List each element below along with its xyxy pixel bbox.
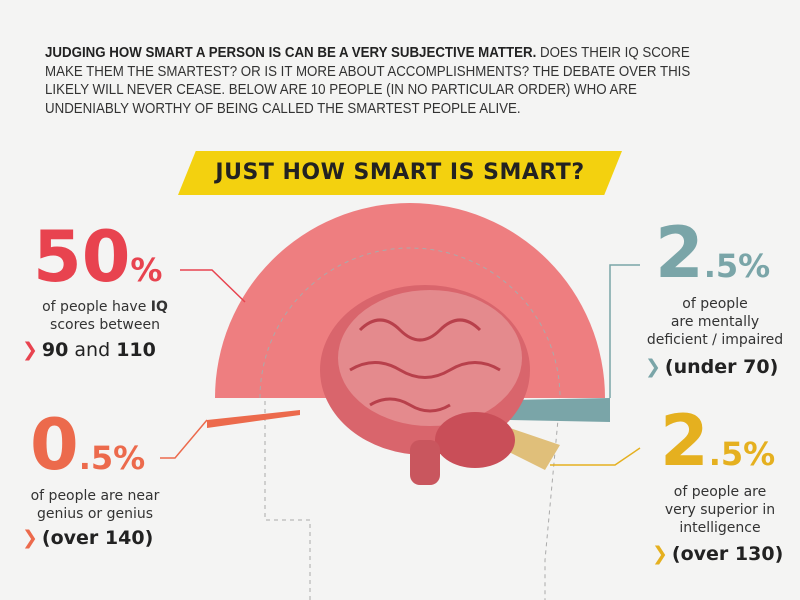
stat-number: 50	[33, 216, 131, 298]
stat-2-5-high-description: of people are very superior in intelligenc…	[645, 483, 795, 537]
desc-line: very superior in	[664, 502, 776, 518]
stat-0-5-range: ❯ (over 140)	[22, 526, 153, 550]
range-low: 90	[41, 339, 69, 361]
chevron-right-icon: ❯	[22, 527, 38, 549]
intro-body: DOES THEIR IQ SCORE MAKE THEM THE SMARTE…	[45, 45, 691, 117]
desc-bold: IQ	[150, 299, 168, 315]
wedge-2-5-percent-high	[505, 428, 560, 470]
desc-line: scores between	[50, 317, 160, 333]
stat-unit: %	[130, 251, 163, 289]
desc-line: deficient / impaired	[646, 332, 784, 348]
stat-unit: .5%	[708, 435, 776, 473]
stat-50-value: 50%	[33, 222, 162, 292]
stat-number: 2	[660, 400, 709, 482]
stat-2-5-low-value: 2.5%	[655, 218, 770, 288]
connector-2-5-low	[609, 264, 640, 398]
desc-line: of people are near	[30, 488, 160, 504]
connector-2-5-high	[550, 447, 641, 466]
stat-50-range: ❯ 90 and 110	[22, 338, 156, 362]
chevron-right-icon: ❯	[645, 356, 661, 378]
stat-unit: .5%	[703, 247, 771, 285]
desc-line: are mentally	[670, 314, 760, 330]
wedge-2-5-percent-low	[510, 398, 610, 422]
desc-line: of people have	[42, 299, 151, 315]
range-text: (over 140)	[41, 527, 154, 549]
stat-2-5-low-range: ❯ (under 70)	[645, 355, 778, 379]
intro-lead: JUDGING HOW SMART A PERSON IS CAN BE A V…	[45, 45, 537, 61]
stat-number: 0	[30, 404, 79, 486]
range-text: (under 70)	[664, 356, 779, 378]
stat-2-5-high-value: 2.5%	[660, 406, 775, 476]
dashed-head-outline	[259, 247, 561, 600]
stat-0-5-value: 0.5%	[30, 410, 145, 480]
stat-2-5-high-range: ❯ (over 130)	[652, 542, 783, 566]
desc-line: of people	[682, 296, 748, 312]
stat-unit: .5%	[78, 439, 146, 477]
range-mid: and	[68, 339, 117, 361]
chevron-right-icon: ❯	[652, 543, 668, 565]
range-text: (over 130)	[671, 543, 784, 565]
stat-0-5-description: of people are near genius or genius	[30, 487, 160, 523]
stat-2-5-low-description: of people are mentally deficient / impaire…	[640, 295, 790, 349]
connector-0-5	[160, 419, 208, 459]
desc-line: of people are	[673, 484, 767, 500]
stat-number: 2	[655, 212, 704, 294]
range-high: 110	[116, 339, 156, 361]
desc-line: genius or genius	[36, 506, 154, 522]
stat-50-description: of people have IQ scores between	[40, 298, 170, 334]
intro-text: JUDGING HOW SMART A PERSON IS CAN BE A V…	[45, 44, 696, 118]
wedge-0-5-percent	[207, 410, 300, 428]
section-banner: JUST HOW SMART IS SMART?	[178, 151, 622, 195]
desc-line: intelligence	[679, 520, 761, 536]
connector-50	[180, 269, 246, 303]
chevron-right-icon: ❯	[22, 339, 38, 361]
banner-title: JUST HOW SMART IS SMART?	[215, 160, 585, 185]
brain-illustration	[320, 285, 530, 485]
